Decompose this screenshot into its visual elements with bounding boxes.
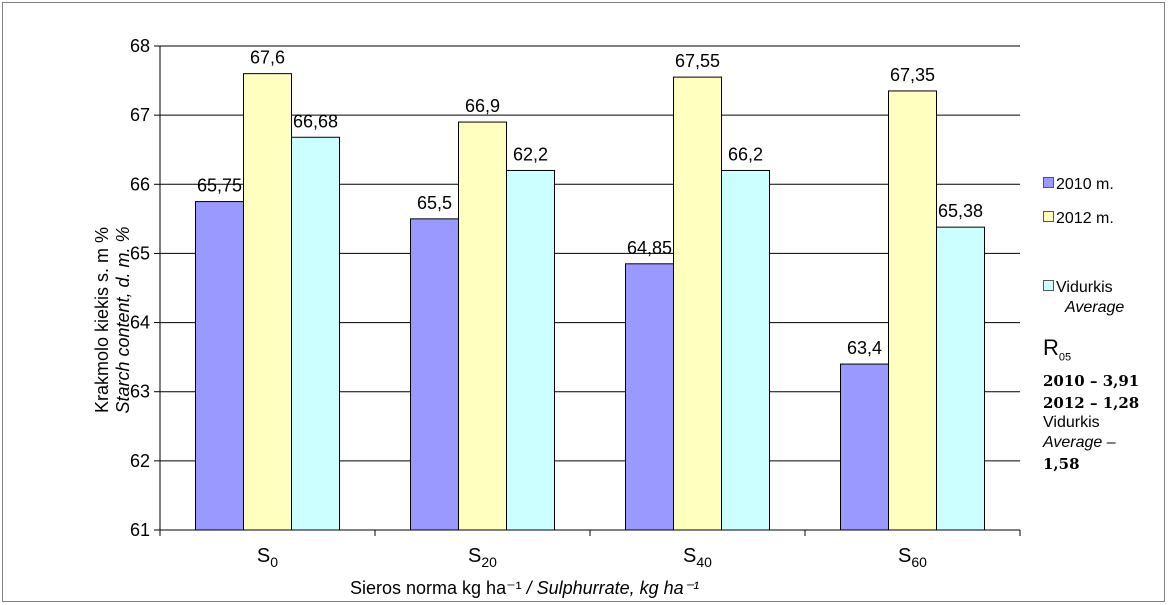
data-label: 67,6 [250, 48, 285, 68]
r05-line-vidurkis: Vidurkis [1043, 414, 1100, 431]
legend-label-average: Vidurkis [1056, 279, 1113, 296]
x-tick-label: S0 [257, 545, 278, 570]
bar [195, 201, 244, 531]
data-label: 64,85 [627, 238, 672, 258]
bar [410, 218, 459, 531]
legend-label-average-italic: Average [1065, 299, 1125, 316]
data-label: 62,2 [513, 144, 548, 164]
y-axis-title-main: Krakmolo kiekis s. m % [92, 226, 112, 414]
r05-line-2010: 2010 – 3,91 [1043, 372, 1140, 390]
bar [458, 121, 507, 531]
bar [291, 136, 340, 531]
bar [506, 169, 555, 531]
data-label: 63,4 [847, 338, 882, 358]
r05-line-2012: 2012 – 1,28 [1043, 394, 1140, 412]
legend-item-2010: 2010 m. [1043, 176, 1114, 194]
y-tick-label: 63 [130, 382, 150, 402]
r05-line-average: Average – [1043, 434, 1116, 451]
data-label: 66,68 [293, 111, 338, 131]
bar [888, 90, 937, 531]
y-tick-label: 64 [130, 313, 150, 333]
x-axis-title-main: Sieros norma kg ha⁻¹ [350, 578, 522, 598]
data-label: 67,35 [890, 65, 935, 85]
bar [840, 363, 889, 531]
bar [936, 226, 985, 531]
bar [721, 169, 770, 531]
legend-item-2012: 2012 m. [1043, 210, 1114, 228]
y-axis-title: Krakmolo kiekis s. m % Starch content, d… [92, 226, 134, 413]
legend-swatch-2010 [1043, 177, 1054, 188]
bar [625, 263, 674, 531]
legend-swatch-average [1043, 280, 1054, 291]
r05-title: R05 [1043, 335, 1071, 363]
data-label: 65,5 [417, 193, 452, 213]
x-tick-label: S40 [683, 545, 712, 570]
y-tick-label: 62 [130, 451, 150, 471]
y-tick-label: 68 [130, 36, 150, 56]
legend-label-2010: 2010 m. [1056, 176, 1114, 193]
x-axis-title-italic: / Sulphurrate, kg ha⁻¹ [521, 578, 700, 598]
data-label: 65,38 [938, 201, 983, 221]
x-axis-title: Sieros norma kg ha⁻¹ / Sulphurrate, kg h… [350, 578, 699, 599]
x-tick-label: S60 [898, 545, 927, 570]
y-tick-label: 66 [130, 174, 150, 194]
y-tick-label: 61 [130, 520, 150, 540]
x-tick-label: S20 [468, 545, 497, 570]
bar [673, 76, 722, 531]
legend-label-2012: 2012 m. [1056, 210, 1114, 227]
y-tick-label: 67 [130, 105, 150, 125]
legend-swatch-2012 [1043, 211, 1054, 222]
data-label: 65,75 [197, 176, 242, 196]
r05-title-sub: 05 [1058, 351, 1072, 364]
r05-title-main: R [1043, 335, 1059, 360]
legend-item-average: Vidurkis [1043, 279, 1113, 297]
y-axis-title-italic: Starch content, d. m. % [113, 226, 133, 414]
y-tick-label: 65 [130, 243, 150, 263]
data-label: 66,9 [465, 96, 500, 116]
r05-line-value: 1,58 [1043, 455, 1080, 473]
bar [243, 73, 292, 531]
data-label: 66,2 [728, 144, 763, 164]
data-label: 67,55 [675, 51, 720, 71]
